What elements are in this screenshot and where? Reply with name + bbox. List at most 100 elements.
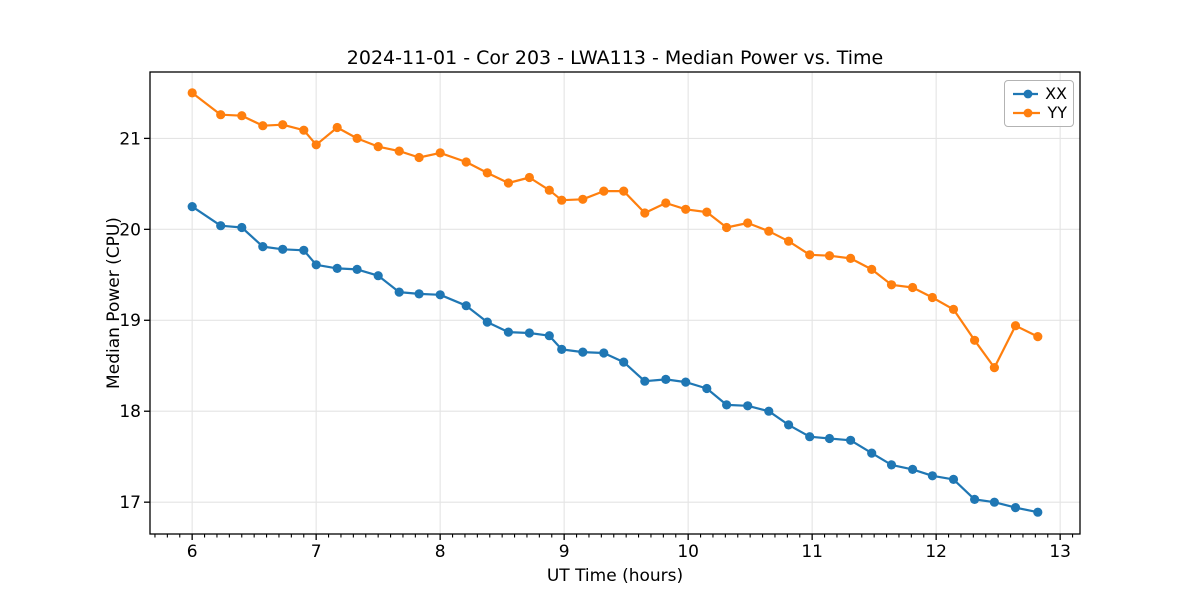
data-point-yy <box>299 125 309 135</box>
data-point-xx <box>544 331 554 341</box>
data-point-xx <box>661 374 671 384</box>
legend-item-yy: YY <box>1012 105 1067 121</box>
data-point-yy <box>661 198 671 208</box>
x-tick-label: 7 <box>311 542 322 562</box>
data-point-yy <box>1010 321 1021 331</box>
data-point-xx <box>237 222 247 233</box>
y-tick-label: 20 <box>119 220 141 240</box>
data-point-yy <box>846 253 856 263</box>
data-point-xx <box>722 400 732 410</box>
legend: XX YY <box>1004 80 1074 127</box>
data-point-xx <box>435 290 445 300</box>
data-point-xx <box>216 221 226 231</box>
plot-spines <box>149 71 1081 535</box>
data-point-xx <box>311 260 321 270</box>
data-point-yy <box>824 251 835 261</box>
data-point-yy <box>948 304 959 314</box>
data-point-xx <box>805 432 815 442</box>
data-point-yy <box>414 152 424 163</box>
data-point-yy <box>503 178 513 188</box>
x-tick-label: 10 <box>677 542 699 562</box>
y-tick-label: 21 <box>119 129 141 149</box>
data-point-yy <box>722 222 732 233</box>
data-point-xx <box>332 263 342 273</box>
legend-label-xx: XX <box>1045 84 1067 103</box>
y-tick-label: 17 <box>119 493 141 513</box>
y-axis-label: Median Power (CPU) <box>104 217 124 389</box>
data-point-xx <box>927 471 938 481</box>
data-point-xx <box>394 287 404 297</box>
data-point-yy <box>544 185 554 195</box>
series-line-yy <box>191 91 1039 369</box>
data-point-yy <box>867 264 877 274</box>
x-tick-label: 9 <box>559 542 570 562</box>
x-tick-label: 8 <box>435 542 446 562</box>
data-point-xx <box>846 435 856 445</box>
data-point-xx <box>619 357 629 367</box>
x-tick-label: 12 <box>925 542 947 562</box>
data-point-xx <box>414 289 424 299</box>
data-point-xx <box>557 344 567 354</box>
data-point-yy <box>187 88 197 98</box>
data-point-yy <box>237 111 247 121</box>
data-point-xx <box>373 271 383 281</box>
data-point-yy <box>908 282 918 293</box>
data-point-yy <box>619 186 629 196</box>
data-point-yy <box>805 250 815 260</box>
data-point-yy <box>989 363 1000 373</box>
data-point-xx <box>764 406 774 416</box>
data-point-yy <box>886 280 897 290</box>
data-point-yy <box>557 195 567 205</box>
data-point-xx <box>948 474 959 484</box>
data-point-yy <box>394 146 404 156</box>
data-point-yy <box>524 172 535 183</box>
data-point-xx <box>482 317 492 327</box>
data-point-xx <box>1010 503 1021 513</box>
data-point-xx <box>970 494 980 504</box>
y-tick-label: 18 <box>119 402 141 422</box>
data-point-xx <box>867 448 877 458</box>
data-point-xx <box>278 244 288 254</box>
x-axis-label: UT Time (hours) <box>546 566 684 586</box>
data-point-xx <box>524 328 535 338</box>
data-point-yy <box>373 142 383 152</box>
data-point-yy <box>784 236 794 246</box>
legend-item-xx: XX <box>1012 86 1067 102</box>
data-point-yy <box>578 194 588 204</box>
data-point-yy <box>216 110 226 120</box>
data-point-xx <box>187 202 197 212</box>
x-tick-label: 13 <box>1049 542 1071 562</box>
legend-sample-line-xx <box>1013 89 1039 99</box>
y-tick-label: 19 <box>119 311 141 331</box>
data-point-xx <box>258 242 268 252</box>
x-tick-label: 6 <box>187 542 198 562</box>
data-point-yy <box>927 292 938 303</box>
data-point-yy <box>332 122 342 133</box>
data-point-xx <box>743 401 753 411</box>
data-point-yy <box>681 204 691 214</box>
data-point-yy <box>702 207 712 217</box>
data-point-yy <box>435 148 445 158</box>
data-point-yy <box>482 168 492 178</box>
data-point-xx <box>640 376 650 386</box>
data-point-yy <box>764 226 774 236</box>
data-point-xx <box>784 420 794 430</box>
data-point-yy <box>311 140 321 150</box>
data-point-yy <box>278 120 288 130</box>
legend-sample-line-yy <box>1013 108 1041 118</box>
data-point-xx <box>352 264 362 274</box>
data-point-xx <box>503 327 513 337</box>
data-point-yy <box>970 335 980 345</box>
legend-label-yy: YY <box>1047 103 1067 122</box>
data-point-xx <box>1033 507 1043 517</box>
data-point-xx <box>886 460 897 470</box>
data-point-xx <box>989 497 1000 507</box>
data-point-yy <box>352 133 362 143</box>
data-point-xx <box>299 245 309 255</box>
data-point-yy <box>258 121 268 131</box>
data-point-xx <box>461 301 471 311</box>
data-point-xx <box>702 383 712 394</box>
chart-title: 2024-11-01 - Cor 203 - LWA113 - Median P… <box>346 47 884 69</box>
